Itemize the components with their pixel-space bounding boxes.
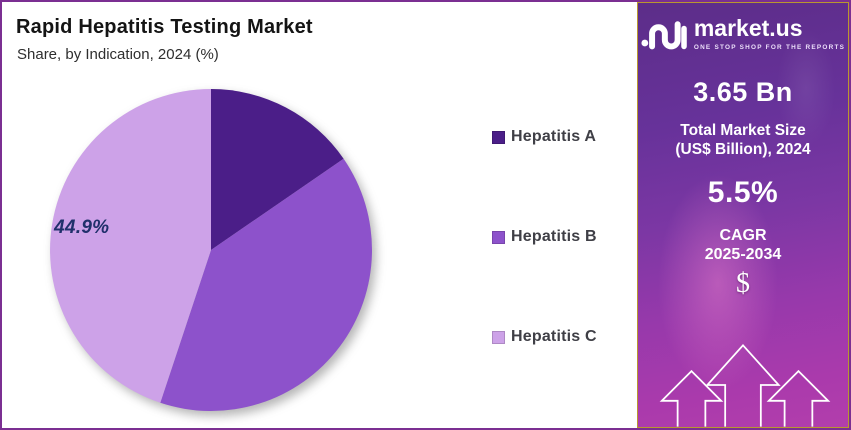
logo-brand-name: market.us bbox=[693, 15, 803, 41]
legend-item-hepatitis-c: Hepatitis C bbox=[492, 328, 597, 346]
legend-label: Hepatitis A bbox=[511, 128, 597, 145]
marketus-logo-icon bbox=[641, 20, 687, 49]
up-arrow-middle-icon bbox=[705, 344, 781, 427]
market-size-label-line1: Total Market Size bbox=[680, 122, 806, 139]
logo-tagline: ONE STOP SHOP FOR THE REPORTS bbox=[693, 44, 846, 51]
up-arrow-left-icon bbox=[659, 369, 724, 427]
pie-slice-hepatitis-a bbox=[211, 89, 344, 250]
market-size-label-line2: (US$ Billion), 2024 bbox=[675, 141, 811, 159]
marketus-logo: market.us ONE STOP SHOP FOR THE REPORTS bbox=[641, 17, 845, 51]
legend-item-hepatitis-b: Hepatitis B bbox=[492, 228, 597, 246]
pie-slices bbox=[50, 89, 372, 411]
market-size-label: Total Market Size (US$ Billion), 2024 bbox=[675, 121, 810, 160]
logo-text: market.us ONE STOP SHOP FOR THE REPORTS bbox=[693, 15, 846, 52]
page-title: Rapid Hepatitis Testing Market bbox=[16, 16, 313, 38]
cagr-value: 5.5% bbox=[707, 175, 779, 209]
pie-data-label: 44.9% bbox=[54, 217, 110, 238]
cagr-label-line2: 2025-2034 bbox=[704, 245, 782, 263]
cagr-label-line1: CAGR bbox=[719, 226, 767, 244]
page-subtitle: Share, by Indication, 2024 (%) bbox=[17, 46, 219, 63]
pie-slice-hepatitis-c bbox=[50, 89, 211, 403]
legend-swatch-icon bbox=[492, 130, 505, 144]
pie-legend: Hepatitis A Hepatitis B Hepatitis C bbox=[492, 128, 597, 346]
cagr-label: CAGR 2025-2034 bbox=[705, 226, 782, 264]
legend-label: Hepatitis B bbox=[511, 228, 597, 245]
legend-item-hepatitis-a: Hepatitis A bbox=[492, 128, 597, 146]
dollar-icon: $ bbox=[736, 268, 750, 300]
up-arrow-right-icon bbox=[766, 369, 831, 427]
legend-swatch-icon bbox=[492, 230, 505, 244]
pie-slice-hepatitis-b bbox=[160, 158, 372, 411]
brand-sidebar: market.us ONE STOP SHOP FOR THE REPORTS … bbox=[637, 2, 849, 428]
pie-chart bbox=[50, 89, 372, 411]
legend-label: Hepatitis C bbox=[511, 328, 597, 345]
growth-arrows-icon bbox=[659, 344, 831, 427]
market-size-value: 3.65 Bn bbox=[693, 77, 793, 107]
legend-swatch-icon bbox=[492, 330, 505, 344]
chart-area: Rapid Hepatitis Testing Market Share, by… bbox=[2, 2, 639, 428]
